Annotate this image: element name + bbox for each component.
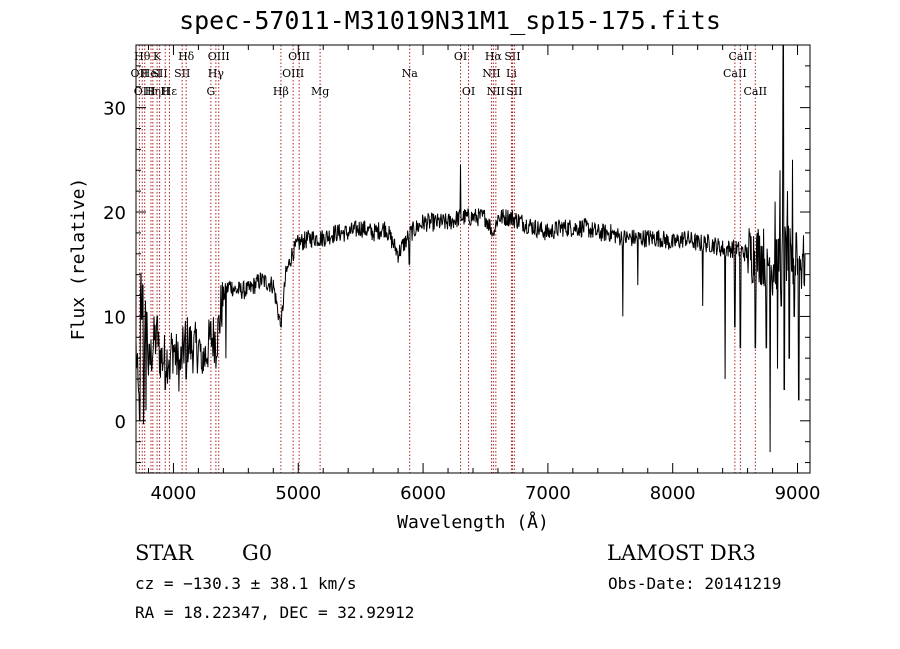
reference-line-label-3: HeI: [141, 67, 161, 80]
reference-line-label-15: OIII: [282, 67, 304, 80]
reference-line-label-14: Hβ: [273, 85, 289, 98]
y-tick-label-30: 30: [103, 99, 126, 120]
reference-line-label-16: OIII: [288, 50, 310, 63]
plot-frame: [135, 44, 811, 474]
x-tick-label-9000: 9000: [775, 483, 821, 504]
reference-line-label-25: SII: [504, 50, 520, 63]
axis-ticks: 4000 5000 6000 7000 8000 9000 0 10 20 30: [103, 44, 821, 504]
reference-line-label-29: CaII: [743, 85, 767, 98]
reference-line-label-8: Hε: [162, 85, 178, 98]
spectrum-line-group: [135, 44, 806, 453]
object-class: STAR: [135, 541, 194, 565]
reference-line-label-4: Hη: [145, 85, 161, 98]
x-tick-label-4000: 4000: [151, 483, 197, 504]
chart-title: spec-57011-M31019N31M1_sp15-175.fits: [179, 6, 721, 35]
reference-line-label-17: Mg: [311, 85, 329, 98]
spectrum-line: [135, 44, 806, 453]
reference-line-label-21: NII: [482, 67, 500, 80]
reference-line-markers: OII Hθ OIII HeI Hη K SII HHε SII Hδ G Hγ OIII Hβ OIII O…: [131, 45, 767, 473]
x-tick-label-5000: 5000: [275, 483, 321, 504]
y-axis-label: Flux (relative): [68, 178, 89, 341]
y-tick-label-20: 20: [103, 203, 126, 224]
reference-line-label-24: Li: [506, 67, 517, 80]
reference-line-label-13: OIII: [208, 50, 230, 63]
reference-line-label-9: SII: [174, 67, 190, 80]
reference-line-label-19: OI: [454, 50, 467, 63]
reference-line-label-18: Na: [402, 67, 419, 80]
y-tick-label-0: 0: [115, 412, 126, 433]
redshift-cz: cz = −130.3 ± 38.1 km/s: [135, 574, 357, 593]
reference-line-label-10: Hδ: [178, 50, 195, 63]
x-tick-label-6000: 6000: [400, 483, 446, 504]
observation-date: Obs-Date: 20141219: [608, 574, 782, 593]
reference-line-label-7: H: [160, 85, 170, 98]
survey-name: LAMOST DR3: [607, 541, 756, 565]
coordinates: RA = 18.22347, DEC = 32.92912: [135, 603, 415, 622]
x-tick-label-7000: 7000: [525, 483, 571, 504]
reference-line-label-2: OIII: [134, 85, 156, 98]
reference-line-label-27: CaII: [723, 67, 747, 80]
reference-line-label-26: SII: [506, 85, 522, 98]
reference-line-label-22: Hα: [485, 50, 503, 63]
x-tick-label-8000: 8000: [650, 483, 696, 504]
x-axis-label: Wavelength (Å): [397, 511, 549, 533]
reference-line-label-28: CaII: [729, 50, 753, 63]
reference-line-label-11: G: [206, 85, 215, 98]
reference-line-label-23: NII: [487, 85, 505, 98]
reference-line-label-0: OII: [131, 67, 149, 80]
reference-line-label-6: SII: [151, 67, 167, 80]
reference-line-label-12: Hγ: [208, 67, 225, 80]
y-tick-label-10: 10: [103, 307, 126, 328]
spectral-subclass: G0: [242, 541, 273, 565]
reference-line-label-1: Hθ: [134, 50, 151, 63]
reference-line-label-20: OI: [462, 85, 475, 98]
reference-line-label-5: K: [153, 50, 162, 63]
